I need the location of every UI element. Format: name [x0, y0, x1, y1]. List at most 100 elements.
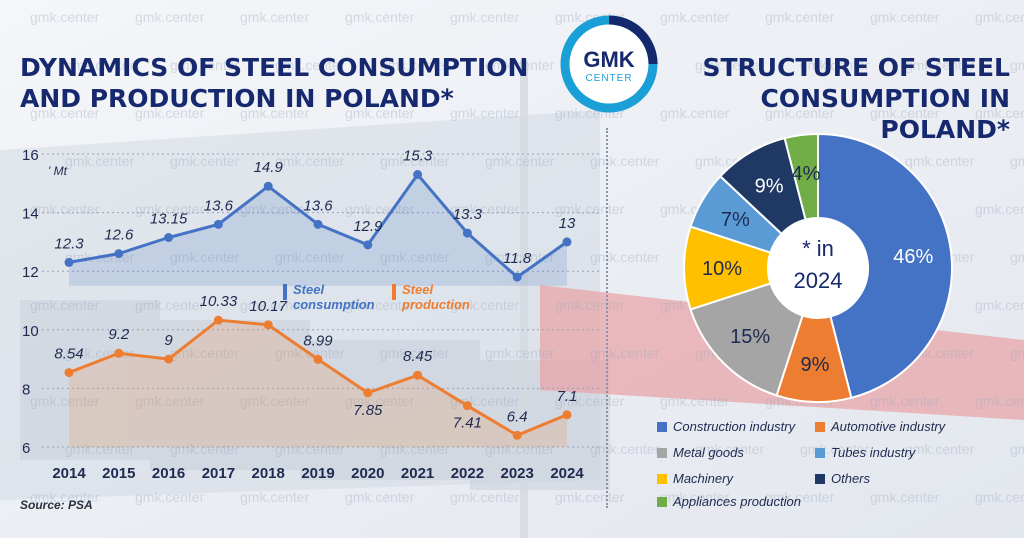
- pie-slice-label: 4%: [792, 163, 821, 185]
- watermark-text: gmk.center: [695, 441, 765, 457]
- watermark-text: gmk.center: [240, 393, 310, 409]
- pie-legend-label: Others: [831, 471, 871, 486]
- watermark-text: gmk.center: [450, 9, 520, 25]
- y-tick-label: 16: [22, 147, 39, 164]
- pie-legend-swatch: [657, 473, 667, 484]
- watermark-text: gmk.center: [905, 153, 975, 169]
- watermark-text: gmk.center: [65, 153, 135, 169]
- watermark-text: gmk.center: [135, 105, 205, 121]
- watermark-text: gmk.center: [30, 105, 100, 121]
- watermark-text: gmk.center: [275, 57, 345, 73]
- data-label: 7.1: [557, 388, 578, 405]
- watermark-text: gmk.center: [240, 489, 310, 505]
- watermark-text: gmk.center: [765, 489, 835, 505]
- pie-legend-swatch: [657, 421, 667, 432]
- x-tick-label: 2017: [202, 465, 235, 482]
- watermark-text: gmk.center: [345, 297, 415, 313]
- data-point: [164, 233, 174, 243]
- series-area: [69, 174, 567, 286]
- x-tick-label: 2014: [52, 465, 86, 482]
- watermark-text: gmk.center: [1010, 57, 1024, 73]
- watermark-text: gmk.center: [380, 57, 450, 73]
- donut-center-label-2: 2024: [794, 268, 843, 293]
- watermark-text: gmk.center: [870, 105, 940, 121]
- watermark-text: gmk.center: [975, 201, 1024, 217]
- watermark-text: gmk.center: [30, 393, 100, 409]
- pie-slice-label: 7%: [721, 209, 750, 231]
- legend-label-production-line2: production: [402, 297, 470, 312]
- watermark-text: gmk.center: [1010, 153, 1024, 169]
- watermark-text: gmk.center: [345, 489, 415, 505]
- x-tick-label: 2024: [550, 465, 584, 482]
- pie-legend-label: Metal goods: [673, 445, 744, 460]
- watermark-text: gmk.center: [485, 441, 555, 457]
- watermark-text: gmk.center: [135, 489, 205, 505]
- series-area: [69, 320, 567, 447]
- watermark-text: gmk.center: [65, 441, 135, 457]
- data-point: [562, 410, 572, 420]
- watermark-text: gmk.center: [170, 57, 240, 73]
- data-label: 14.9: [254, 159, 284, 176]
- data-point: [313, 354, 323, 364]
- pie-slice-label: 15%: [730, 326, 770, 348]
- data-point: [413, 170, 423, 180]
- watermark-text: gmk.center: [485, 153, 555, 169]
- watermark-text: gmk.center: [135, 297, 205, 313]
- data-label: 11.8: [503, 250, 532, 267]
- data-label: 10.33: [200, 293, 238, 310]
- watermark-text: gmk.center: [65, 57, 135, 73]
- legend-steel-production: Steel production: [392, 282, 470, 312]
- watermark-text: gmk.center: [30, 297, 100, 313]
- x-tick-label: 2016: [152, 465, 185, 482]
- watermark-text: gmk.center: [275, 153, 345, 169]
- data-point: [562, 237, 572, 247]
- x-tick-label: 2019: [301, 465, 334, 482]
- pie-legend-label: Tubes industry: [831, 445, 916, 460]
- data-label: 13.6: [204, 197, 234, 214]
- watermark-text: gmk.center: [345, 105, 415, 121]
- x-tick-label: 2015: [102, 465, 135, 482]
- watermark-text: gmk.center: [380, 249, 450, 265]
- data-point: [114, 249, 124, 259]
- watermark-text: gmk.center: [975, 489, 1024, 505]
- legend-steel-consumption: Steel consumption: [283, 282, 375, 312]
- data-point: [263, 181, 273, 191]
- pie-legend-item: Others: [815, 471, 870, 486]
- pie-slice-label: 10%: [702, 258, 742, 280]
- watermark-text: gmk.center: [170, 153, 240, 169]
- x-tick-label: 2018: [252, 465, 285, 482]
- data-label: 13.6: [303, 197, 333, 214]
- watermark-text: gmk.center: [135, 393, 205, 409]
- data-label: 15.3: [403, 148, 433, 165]
- data-point: [363, 240, 373, 250]
- watermark-text: gmk.center: [380, 345, 450, 361]
- watermark-text: gmk.center: [240, 105, 310, 121]
- pie-legend-item: Appliances production: [657, 494, 801, 509]
- pie-legend-swatch: [815, 421, 825, 432]
- watermark-text: gmk.center: [380, 441, 450, 457]
- watermark-text: gmk.center: [345, 9, 415, 25]
- data-point: [313, 219, 323, 229]
- watermark-text: gmk.center: [275, 249, 345, 265]
- watermark-text: gmk.center: [975, 393, 1024, 409]
- pie-legend-swatch: [815, 473, 825, 484]
- watermark-text: gmk.center: [765, 105, 835, 121]
- watermark-text: gmk.center: [870, 489, 940, 505]
- y-tick-label: 14: [22, 206, 39, 223]
- data-label: 13.15: [150, 211, 188, 228]
- legend-label-consumption-line2: consumption: [293, 297, 375, 312]
- data-point: [164, 354, 174, 364]
- watermark-text: gmk.center: [905, 441, 975, 457]
- x-tick-label: 2023: [501, 465, 534, 482]
- data-point: [462, 401, 472, 411]
- data-label: 12.9: [353, 218, 383, 235]
- watermark-text: gmk.center: [485, 249, 555, 265]
- y-tick-label: 12: [22, 264, 39, 281]
- watermark-text: gmk.center: [1010, 249, 1024, 265]
- x-tick-label: 2021: [401, 465, 434, 482]
- pie-legend-item: Metal goods: [657, 445, 744, 460]
- donut-center-label-1: * in: [802, 236, 834, 261]
- svg-text:CENTER: CENTER: [585, 73, 632, 84]
- pie-legend-item: Tubes industry: [815, 445, 915, 460]
